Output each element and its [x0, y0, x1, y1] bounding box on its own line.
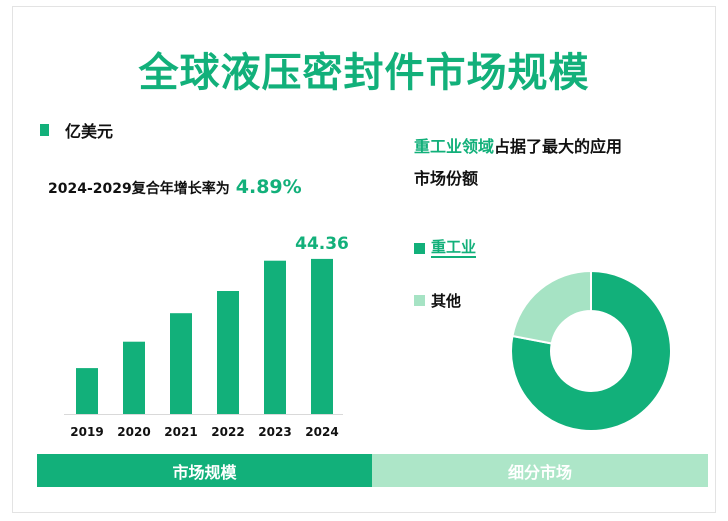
- cagr-label: 2024-2029复合年增长率为: [48, 181, 230, 197]
- legend-other-swatch: [414, 295, 425, 306]
- share-heading: 重工业领域占据了最大的应用 市场份额: [414, 131, 694, 195]
- legend-other: 其他: [414, 290, 461, 311]
- unit-legend-swatch: [40, 124, 49, 136]
- bar-2019: [76, 368, 98, 414]
- page-title: 全球液压密封件市场规模: [138, 50, 590, 96]
- donut-slice-heavy-industry: [510, 269, 672, 432]
- unit-label: 亿美元: [65, 122, 114, 141]
- cagr-value: 4.89%: [235, 176, 302, 198]
- donut-slice-other: [511, 269, 592, 345]
- x-tick-label-2023: 2023: [258, 425, 291, 439]
- share-line1-rest: 占据了最大的应用: [494, 137, 623, 156]
- bar-2024: [311, 258, 333, 414]
- x-tick-label-2019: 2019: [70, 425, 103, 439]
- share-highlight: 重工业领域: [414, 137, 495, 156]
- bar-2021: [170, 313, 192, 414]
- unit-legend: 亿美元: [40, 118, 113, 142]
- legend-heavy-industry-label: 重工业: [431, 238, 477, 258]
- footer-market-size: 市场规模: [37, 454, 372, 487]
- bar-2020: [123, 341, 145, 414]
- legend-heavy-industry: 重工业: [414, 238, 477, 258]
- data-label-2024: 44.36: [295, 234, 349, 254]
- bar-2023: [264, 260, 286, 414]
- x-tick-label-2022: 2022: [211, 425, 244, 439]
- x-tick-label-2020: 2020: [117, 425, 150, 439]
- bar-2022: [217, 291, 239, 414]
- x-tick-label-2021: 2021: [164, 425, 197, 439]
- cagr-line: 2024-2029复合年增长率为 4.89%: [48, 176, 302, 198]
- legend-other-label: 其他: [431, 292, 462, 310]
- legend-heavy-industry-swatch: [414, 242, 425, 254]
- footer-segments: 细分市场: [372, 454, 708, 487]
- share-line2: 市场份额: [414, 169, 479, 188]
- x-tick-label-2024: 2024: [305, 425, 338, 439]
